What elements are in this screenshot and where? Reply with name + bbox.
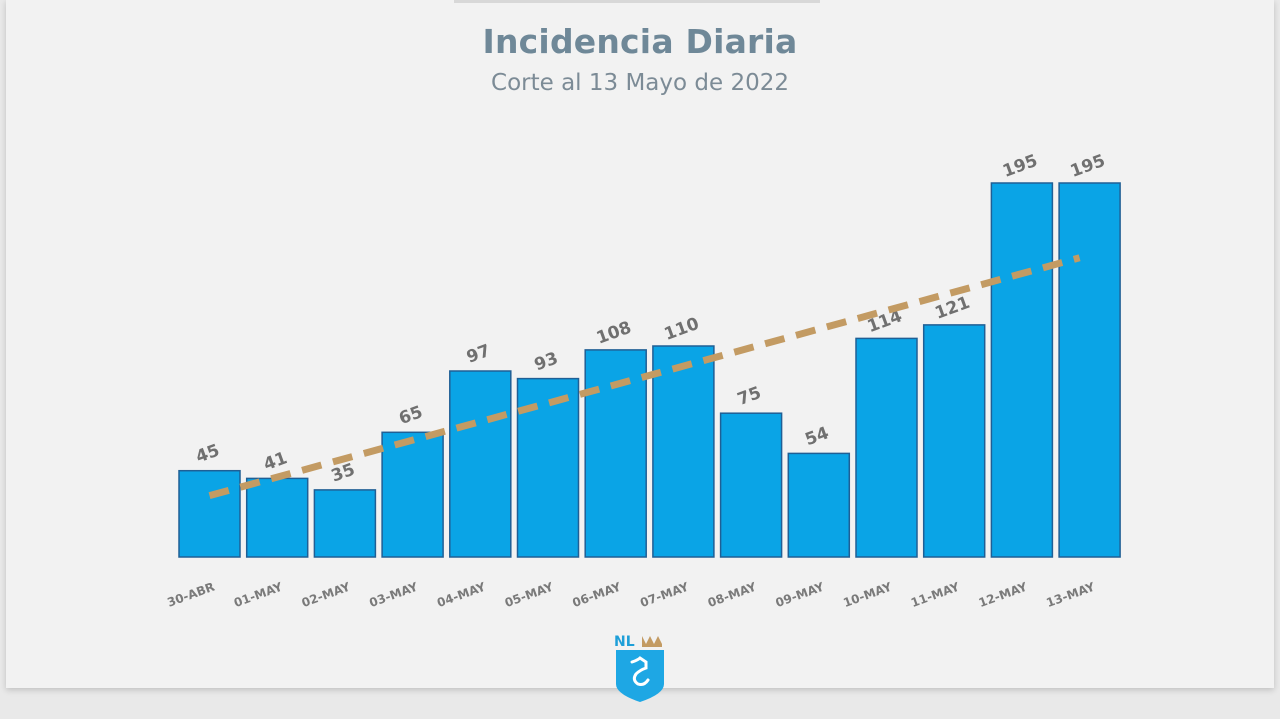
- logo-text: NL: [614, 634, 635, 650]
- data-label: 93: [532, 348, 561, 375]
- bar-08-may: [719, 412, 783, 558]
- x-tick-label: 04-MAY: [435, 580, 487, 611]
- bar-03-may: [381, 431, 444, 558]
- x-tick-label: 06-MAY: [571, 580, 623, 611]
- bar-01-may: [245, 477, 309, 558]
- bar-09-may: [787, 452, 851, 558]
- x-tick-label: 02-MAY: [300, 580, 352, 611]
- crown-icon: [642, 636, 662, 647]
- x-tick-label: 05-MAY: [503, 580, 555, 611]
- data-label: 35: [329, 460, 358, 487]
- x-tick-label: 11-MAY: [909, 580, 961, 611]
- data-label: 75: [735, 383, 764, 410]
- bar-05-may: [516, 377, 580, 558]
- bar-13-may: [1058, 182, 1121, 558]
- bar-07-may: [652, 345, 715, 558]
- nl-logo: NL: [614, 634, 664, 702]
- x-tick-label: 08-MAY: [706, 580, 758, 611]
- data-label: 108: [594, 318, 634, 349]
- data-label: 195: [1000, 151, 1040, 182]
- data-label: 45: [193, 441, 222, 468]
- data-label: 110: [662, 314, 702, 345]
- chart-title: Incidencia Diaria: [482, 22, 798, 61]
- x-tick-label: 03-MAY: [367, 580, 419, 611]
- x-tick-label: 01-MAY: [232, 580, 284, 611]
- x-tick-label: 12-MAY: [977, 580, 1029, 611]
- trend-line: [208, 254, 1081, 500]
- data-label: 97: [464, 341, 493, 368]
- data-label: 54: [803, 423, 832, 450]
- x-tick-label: 10-MAY: [841, 580, 893, 611]
- x-tick-label: 30-ABR: [165, 580, 216, 610]
- data-label: 195: [1068, 151, 1108, 182]
- bar-11-may: [922, 324, 986, 558]
- bar-02-may: [313, 489, 377, 558]
- chart-subtitle: Corte al 13 Mayo de 2022: [491, 70, 789, 96]
- bar-12-may: [990, 182, 1054, 558]
- bar-30-abr: [178, 469, 241, 558]
- x-tick-label: 09-MAY: [774, 580, 826, 611]
- bar-04-may: [449, 370, 512, 558]
- data-label: 65: [396, 402, 425, 429]
- data-label: 41: [261, 448, 290, 475]
- x-tick-label: 07-MAY: [638, 580, 690, 611]
- x-tick-label: 13-MAY: [1044, 580, 1096, 611]
- bar-10-may: [855, 337, 918, 558]
- top-strip: [454, 0, 820, 3]
- shield-icon: [616, 650, 664, 702]
- bar-06-may: [584, 349, 647, 558]
